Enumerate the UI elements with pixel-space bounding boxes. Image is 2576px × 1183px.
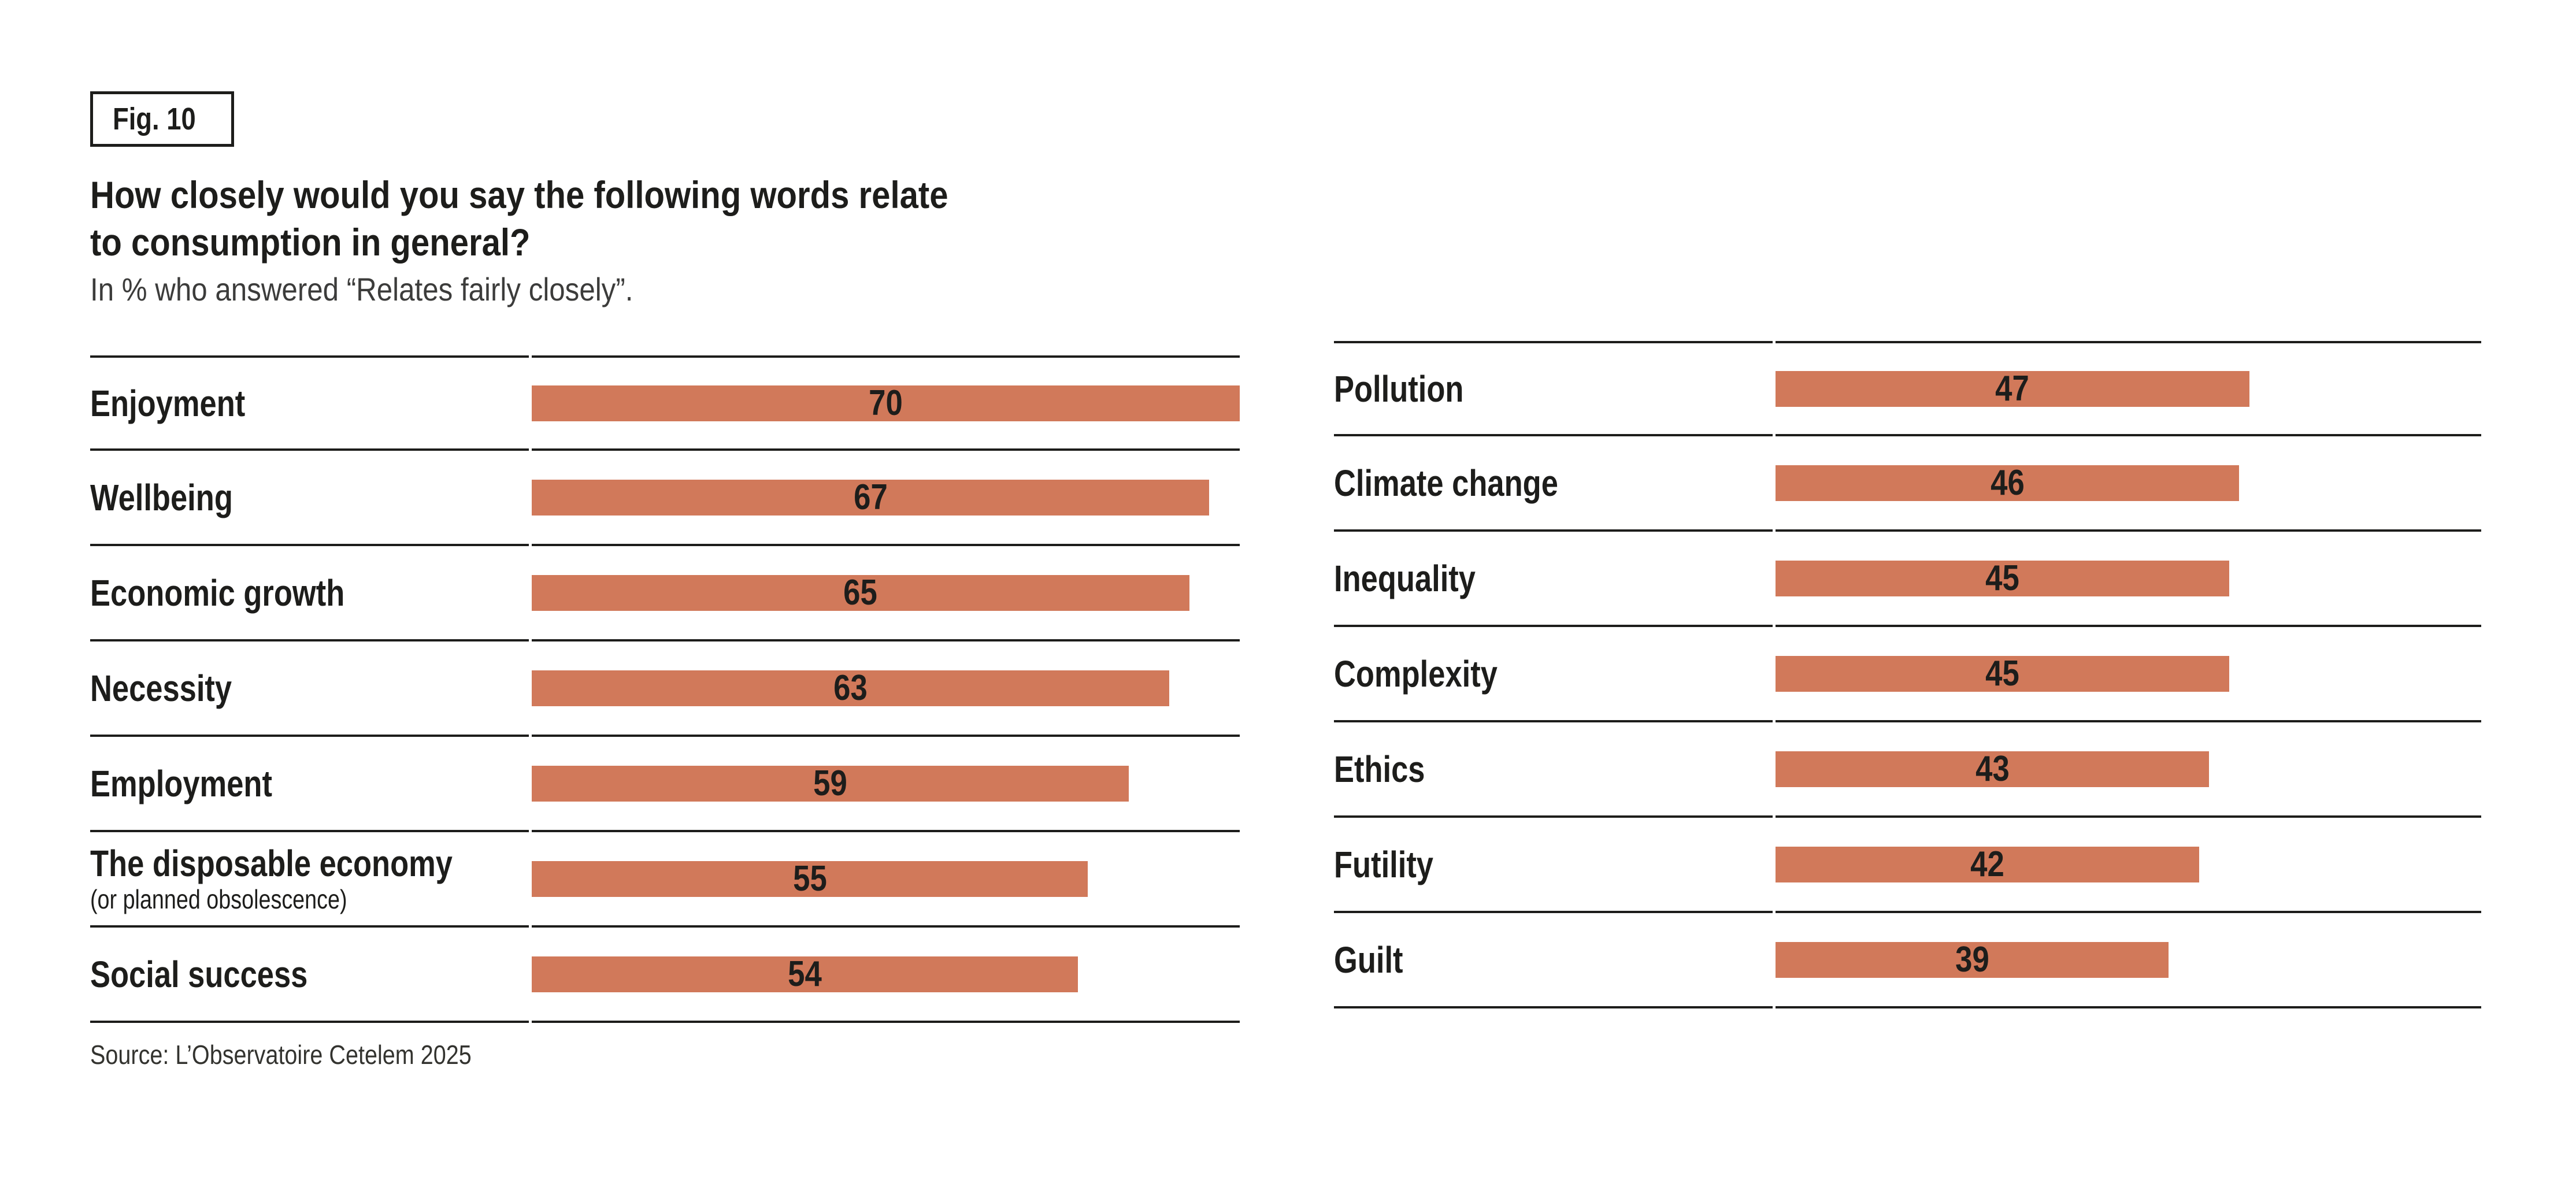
- chart-title: How closely would you say the following …: [90, 171, 1065, 266]
- bar-value-label: 42: [1970, 844, 2004, 884]
- table-row: Inequality 45: [1334, 532, 2481, 627]
- bar-cell: 55: [532, 832, 1240, 928]
- bar-cell: 70: [532, 355, 1240, 451]
- bar-cell: 63: [532, 641, 1240, 737]
- figure-tag-label: Fig. 10: [113, 102, 196, 136]
- bar: 55: [532, 859, 1088, 899]
- bar-value-label: 45: [1985, 558, 2019, 598]
- figure-tag-box: Fig. 10: [90, 91, 235, 147]
- bar: 42: [1776, 844, 2199, 884]
- row-label-cell: Employment: [90, 737, 529, 832]
- category-label: Economic growth: [90, 572, 345, 614]
- row-label-cell: Complexity: [1334, 627, 1773, 722]
- bar-value-label: 46: [1990, 463, 2025, 503]
- category-label: Social success: [90, 953, 308, 995]
- row-label-cell: Necessity: [90, 641, 529, 737]
- table-row: Ethics 43: [1334, 722, 2481, 818]
- category-label: Employment: [90, 762, 272, 804]
- category-label: Enjoyment: [90, 382, 246, 424]
- category-sublabel: (or planned obsolescence): [90, 884, 347, 914]
- bar: 63: [532, 668, 1169, 708]
- row-label-cell: Futility: [1334, 818, 1773, 913]
- table-row: Guilt 39: [1334, 913, 2481, 1008]
- table-row: Employment 59: [90, 737, 1240, 832]
- category-label: Futility: [1334, 843, 1433, 885]
- category-label: Inequality: [1334, 557, 1476, 599]
- bar: 47: [1776, 369, 2249, 409]
- row-label-cell: Climate change: [1334, 436, 1773, 532]
- bar-cell: 65: [532, 546, 1240, 641]
- chart-title-line1: How closely would you say the following …: [90, 173, 948, 216]
- bar-cell: 59: [532, 737, 1240, 832]
- row-label-cell: Pollution: [1334, 341, 1773, 436]
- bar: 46: [1776, 463, 2240, 503]
- category-label: Guilt: [1334, 939, 1403, 981]
- table-row: Necessity 63: [90, 641, 1240, 737]
- chart-title-line2: to consumption in general?: [90, 221, 531, 264]
- chart-subtitle: In % who answered “Relates fairly closel…: [90, 271, 633, 307]
- category-label: Necessity: [90, 667, 232, 709]
- row-label-cell: Social success: [90, 928, 529, 1023]
- bar-cell: 39: [1776, 913, 2481, 1008]
- table-row: Economic growth 65: [90, 546, 1240, 641]
- row-label-cell: The disposable economy (or planned obsol…: [90, 832, 529, 928]
- table-row: Wellbeing 67: [90, 451, 1240, 546]
- table-row: Social success 54: [90, 928, 1240, 1023]
- bar-cell: 43: [1776, 722, 2481, 818]
- category-label: Complexity: [1334, 652, 1498, 695]
- bar-value-label: 39: [1955, 940, 1989, 980]
- bar-value-label: 70: [869, 383, 903, 423]
- bar: 43: [1776, 749, 2210, 789]
- table-row: Complexity 45: [1334, 627, 2481, 722]
- bar-cell: 47: [1776, 341, 2481, 436]
- bar-column-left: Enjoyment 70 Wellbeing 67 Economic growt…: [90, 355, 1240, 1023]
- row-label-cell: Wellbeing: [90, 451, 529, 546]
- table-row: Enjoyment 70: [90, 355, 1240, 451]
- row-label-cell: Inequality: [1334, 532, 1773, 627]
- bar-value-label: 47: [1995, 369, 2030, 409]
- bar-cell: 54: [532, 928, 1240, 1023]
- row-label-cell: Ethics: [1334, 722, 1773, 818]
- bar: 45: [1776, 558, 2229, 598]
- bar-cell: 45: [1776, 532, 2481, 627]
- bar-value-label: 43: [1975, 749, 2010, 789]
- bar-cell: 46: [1776, 436, 2481, 532]
- bar-cell: 67: [532, 451, 1240, 546]
- table-row: The disposable economy (or planned obsol…: [90, 832, 1240, 928]
- bar: 67: [532, 477, 1210, 517]
- category-label: Ethics: [1334, 748, 1425, 790]
- bar: 59: [532, 763, 1129, 803]
- source-note: Source: L’Observatoire Cetelem 2025: [90, 1040, 472, 1070]
- bar-column-right: Pollution 47 Climate change 46 Inequalit…: [1334, 341, 2481, 1008]
- bar: 45: [1776, 654, 2229, 694]
- bar: 54: [532, 954, 1078, 994]
- category-label: Climate change: [1334, 462, 1558, 504]
- bar: 65: [532, 573, 1189, 613]
- bar-value-label: 59: [813, 763, 847, 803]
- row-label-cell: Guilt: [1334, 913, 1773, 1008]
- bar-value-label: 55: [792, 859, 827, 899]
- table-row: Climate change 46: [1334, 436, 2481, 532]
- table-row: Futility 42: [1334, 818, 2481, 913]
- bar-value-label: 63: [833, 668, 868, 708]
- table-row: Pollution 47: [1334, 341, 2481, 436]
- row-label-cell: Economic growth: [90, 546, 529, 641]
- category-label: Pollution: [1334, 368, 1464, 410]
- bar-cell: 42: [1776, 818, 2481, 913]
- category-label: Wellbeing: [90, 476, 233, 518]
- bar-value-label: 45: [1985, 654, 2019, 694]
- bar-cell: 45: [1776, 627, 2481, 722]
- bar-value-label: 65: [843, 573, 878, 613]
- category-label: The disposable economy: [90, 842, 453, 884]
- bar: 70: [532, 383, 1240, 423]
- bar-value-label: 67: [853, 477, 888, 517]
- row-label-cell: Enjoyment: [90, 355, 529, 451]
- bar-value-label: 54: [788, 954, 822, 994]
- bar: 39: [1776, 940, 2169, 980]
